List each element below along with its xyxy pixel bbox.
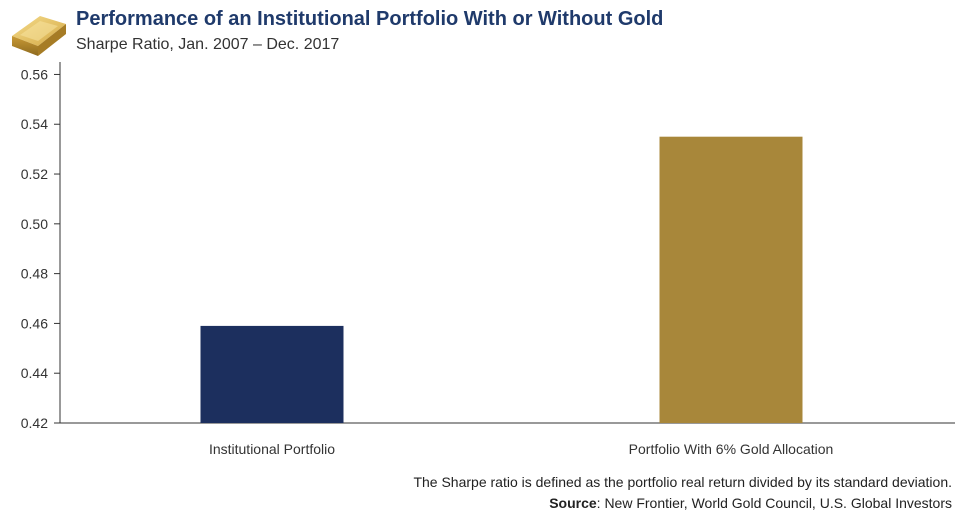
chart-title: Performance of an Institutional Portfoli…	[76, 8, 664, 30]
footnote: The Sharpe ratio is defined as the portf…	[413, 474, 952, 490]
y-tick-label: 0.54	[21, 116, 48, 132]
source-line: Source: New Frontier, World Gold Council…	[549, 495, 952, 511]
y-tick-label: 0.52	[21, 166, 48, 182]
x-category-label: Institutional Portfolio	[209, 441, 335, 457]
y-tick-label: 0.46	[21, 315, 48, 331]
source-label: Source	[549, 495, 597, 511]
y-tick-label: 0.50	[21, 216, 48, 232]
bar-gold-allocation-portfolio	[659, 136, 803, 424]
source-text: : New Frontier, World Gold Council, U.S.…	[596, 495, 952, 511]
chart-subtitle: Sharpe Ratio, Jan. 2007 – Dec. 2017	[76, 36, 340, 53]
y-tick-label: 0.56	[21, 66, 48, 82]
bar-institutional-portfolio	[200, 325, 344, 423]
y-tick-label: 0.48	[21, 266, 48, 282]
x-category-label: Portfolio With 6% Gold Allocation	[629, 441, 834, 457]
gold-bar-logo	[12, 16, 66, 56]
y-tick-label: 0.42	[21, 415, 48, 431]
y-tick-label: 0.44	[21, 365, 48, 381]
